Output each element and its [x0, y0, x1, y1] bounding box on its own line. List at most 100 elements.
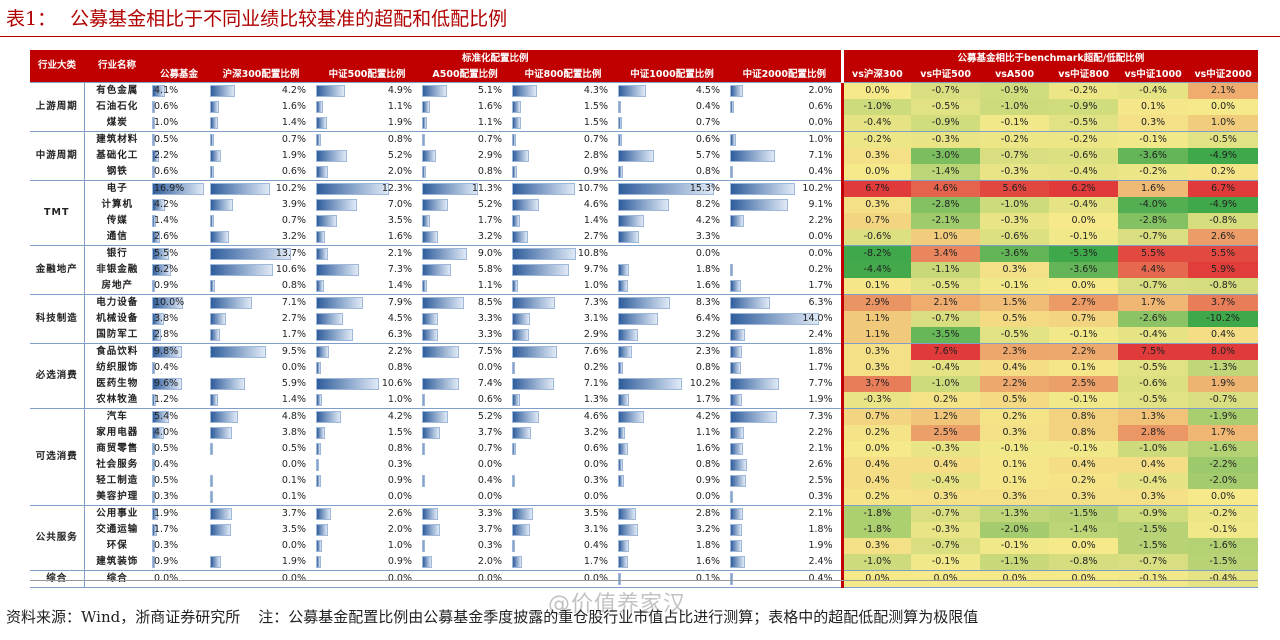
industry-name: 电子	[84, 180, 150, 197]
col-header-std-2: 中证500配置比例	[314, 68, 420, 83]
allocation-bar	[512, 524, 531, 536]
std-cell: 10.8%	[510, 245, 616, 262]
allocation-value: 0.0%	[583, 491, 608, 502]
std-cell: 1.6%	[616, 441, 728, 457]
table-row: 社会服务 0.4% 0.0% 0.3% 0.0% 0.0% 0.8% 2.6% 0.4% 0.4%…	[30, 457, 1259, 473]
industry-name: 煤炭	[106, 117, 128, 128]
table-body: 上游周期 有色金属 4.1% 4.2% 4.9% 5.1% 4.3% 4.5% 2.0% 0.0%…	[30, 82, 1259, 588]
diff-cell: -0.5%	[1118, 392, 1189, 409]
allocation-value: 4.2%	[695, 411, 720, 422]
diff-cell: 0.4%	[840, 473, 912, 489]
col-header-diff-2: vsA500	[980, 68, 1050, 83]
allocation-value: 0.0%	[387, 491, 412, 502]
diff-cell: -1.5%	[1188, 554, 1259, 571]
diff-cell: -0.7%	[980, 148, 1050, 164]
industry-name: 食品饮料	[84, 343, 150, 360]
allocation-value: 2.1%	[808, 508, 833, 519]
allocation-value: 2.8%	[695, 508, 720, 519]
allocation-value: 3.1%	[583, 524, 608, 535]
diff-cell: -0.3%	[980, 213, 1050, 229]
allocation-bar	[422, 427, 441, 439]
allocation-bar	[210, 329, 221, 341]
allocation-bar	[210, 101, 220, 113]
table-row: 美容护理 0.3% 0.1% 0.0% 0.0% 0.0% 0.0% 0.3% 0.2% 0.3%…	[30, 489, 1259, 506]
allocation-bar	[512, 346, 557, 358]
diff-cell: -0.4%	[840, 115, 912, 132]
std-cell: 1.9%	[728, 392, 842, 409]
diff-cell: -0.2%	[1049, 131, 1119, 148]
std-cell: 7.3%	[728, 408, 843, 425]
std-cell: 2.8%	[616, 505, 728, 522]
allocation-value: 16.9%	[154, 183, 185, 194]
std-cell: 10.0%	[150, 294, 208, 311]
table-row: 可选消费 汽车 5.4% 4.8% 4.2% 5.2% 4.6% 4.2% 7.3% 0.7% 1.…	[30, 408, 1259, 506]
diff-cell: 3.4%	[911, 245, 981, 262]
allocation-bar	[316, 443, 321, 455]
std-cell: 0.8%	[420, 164, 510, 181]
allocation-bar	[730, 134, 737, 146]
std-cell: 4.2%	[616, 408, 728, 425]
std-cell: 2.0%	[314, 522, 420, 538]
allocation-bar	[512, 231, 528, 243]
std-cell: 1.7%	[208, 327, 314, 344]
allocation-bar	[730, 556, 746, 568]
allocation-value: 9.8%	[154, 346, 179, 357]
allocation-bar	[316, 362, 321, 374]
allocation-bar	[618, 183, 714, 195]
std-cell: 7.0%	[314, 197, 420, 213]
std-cell: 2.6%	[728, 457, 842, 473]
diff-cell: 2.9%	[840, 294, 912, 311]
std-cell: 0.0%	[208, 538, 314, 554]
industry-name: 基础化工	[96, 150, 139, 161]
diff-cell: 3.7%	[840, 376, 912, 392]
table-row: 公共服务 公用事业 1.9% 3.7% 2.6% 3.3% 3.5% 2.8% 2.1% -1.8…	[30, 505, 1259, 571]
std-cell: 0.3%	[420, 538, 510, 554]
diff-cell: -0.1%	[1049, 327, 1119, 344]
allocation-value: 1.6%	[695, 443, 720, 454]
diff-cell: 0.5%	[980, 311, 1050, 327]
industry-name: 美容护理	[96, 491, 139, 502]
diff-cell: 0.0%	[840, 82, 912, 99]
allocation-value: 9.5%	[281, 346, 306, 357]
allocation-bar	[422, 101, 430, 113]
allocation-value: 1.1%	[387, 101, 412, 112]
diff-cell: -0.7%	[1118, 554, 1189, 571]
std-cell: 5.9%	[208, 376, 314, 392]
industry-name: 社会服务	[96, 459, 139, 470]
diff-cell: -0.7%	[911, 311, 981, 327]
allocation-value: 4.8%	[281, 411, 306, 422]
allocation-bar	[210, 524, 231, 536]
allocation-bar	[618, 524, 639, 536]
diff-cell: -0.1%	[1118, 570, 1189, 588]
industry-name: 纺织服饰	[96, 362, 139, 373]
std-cell: 0.0%	[616, 245, 728, 262]
std-cell: 1.0%	[314, 392, 420, 409]
diff-cell: -0.7%	[911, 505, 981, 522]
allocation-bar	[730, 573, 733, 585]
diff-cell: 0.4%	[840, 457, 912, 473]
diff-cell: 1.1%	[840, 311, 912, 327]
std-cell: 1.8%	[616, 538, 728, 554]
diff-cell: 0.3%	[1049, 489, 1119, 506]
std-cell: 0.3%	[150, 538, 208, 554]
allocation-value: 0.0%	[154, 573, 179, 584]
industry-name: 通信	[106, 231, 128, 242]
allocation-bar	[512, 166, 518, 178]
allocation-bar	[512, 248, 576, 260]
table-row: 传媒 1.4% 0.7% 3.5% 1.7% 1.4% 4.2% 2.2% 0.7% -2.1% -…	[30, 213, 1259, 229]
allocation-bar	[210, 346, 267, 358]
allocation-value: 1.6%	[281, 101, 306, 112]
allocation-value: 2.9%	[583, 329, 608, 340]
allocation-bar	[512, 540, 515, 552]
diff-cell: -4.0%	[1118, 197, 1189, 213]
allocation-bar	[316, 150, 347, 162]
allocation-value: 7.5%	[477, 346, 502, 357]
allocation-value: 0.9%	[387, 475, 412, 486]
allocation-bar	[210, 134, 215, 146]
allocation-bar	[512, 264, 570, 276]
std-cell: 7.3%	[510, 294, 616, 311]
allocation-value: 0.6%	[477, 394, 502, 405]
allocation-bar	[210, 556, 222, 568]
diff-cell: 0.3%	[1118, 115, 1189, 132]
allocation-bar	[422, 183, 479, 195]
